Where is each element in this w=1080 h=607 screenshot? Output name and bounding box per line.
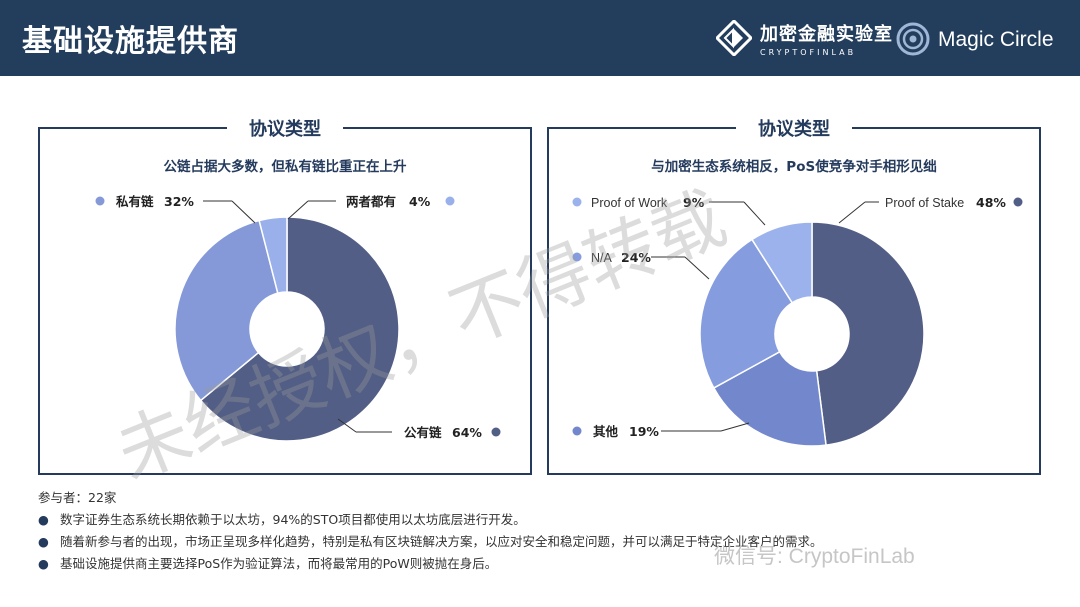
- pie-slice-私有链: [174, 219, 279, 402]
- legend-proof-of-stake: Proof of Stake 48%: [838, 195, 1023, 224]
- pie-slice-其他: [712, 350, 827, 447]
- footer-bullet-text: 随着新参与者的出现，市场正呈现多样化趋势，特别是私有区块链解决方案，以应对安全和…: [60, 534, 823, 549]
- legend-both: 两者都有 4%: [287, 194, 455, 220]
- pie-slice-proof-of-work: [750, 221, 813, 304]
- footer-bullet-2: ● 随着新参与者的出现，市场正呈现多样化趋势，特别是私有区块链解决方案，以应对安全…: [38, 531, 1038, 553]
- legend-value: 64%: [452, 425, 482, 440]
- cryptofinlab-logo-icon: [716, 20, 752, 56]
- legend-value: 24%: [621, 250, 651, 265]
- legend-dot: [95, 196, 105, 206]
- footer-bullet-3: ● 基础设施提供商主要选择PoS作为验证算法，而将最常用的PoW则被抛在身后。: [38, 553, 1038, 575]
- pie-slice-na: [699, 238, 794, 389]
- legend-value: 9%: [683, 195, 705, 210]
- participants-count: 参与者：22家: [38, 490, 117, 505]
- legend-value: 19%: [629, 424, 659, 439]
- pie-slice-公有链: [199, 216, 400, 442]
- legend-label: 公有链: [404, 425, 442, 440]
- legend-other: 其他 19%: [572, 422, 750, 439]
- pie-slice-proof-of-stake: [811, 221, 925, 446]
- bullet-icon: ●: [38, 534, 49, 549]
- legend-label: 两者都有: [346, 194, 396, 209]
- bullet-icon: ●: [38, 556, 49, 571]
- bullet-icon: ●: [38, 512, 49, 527]
- chart-title-left: 协议类型: [227, 115, 343, 141]
- legend-value: 32%: [164, 194, 194, 209]
- footer-notes: 参与者：22家 ● 数字证券生态系统长期依赖于以太坊，94%的STO项目都使用以太…: [38, 487, 1038, 575]
- footer-bullet-text: 基础设施提供商主要选择PoS作为验证算法，而将最常用的PoW则被抛在身后。: [60, 556, 498, 571]
- legend-label: N/A: [591, 251, 613, 265]
- cryptofinlab-logo-text: 加密金融实验室 CRYPTOFINLAB: [760, 20, 893, 57]
- donut-chart-right: Proof of Work 9% Proof of Stake 48% N/A …: [572, 195, 1023, 447]
- legend-value: 4%: [409, 194, 431, 209]
- legend-label: 其他: [593, 424, 619, 439]
- chart-subtitle-right: 与加密生态系统相反，PoS使竞争对手相形见绌: [651, 159, 937, 175]
- legend-label: 私有链: [115, 194, 154, 209]
- logo-name-cn: 加密金融实验室: [760, 24, 893, 45]
- legend-dot: [445, 196, 455, 206]
- donut-chart-left: 私有链 32% 两者都有 4% 公有链 64%: [95, 194, 501, 442]
- footer-bullet-1: ● 数字证券生态系统长期依赖于以太坊，94%的STO项目都使用以太坊底层进行开发。: [38, 509, 1038, 531]
- header-bar: 基础设施提供商 加密金融实验室 CRYPTOFINLAB Magic Circl…: [0, 0, 1080, 76]
- legend-private-chain: 私有链 32%: [95, 194, 256, 224]
- legend-na: N/A 24%: [572, 250, 710, 280]
- legend-dot: [572, 252, 582, 262]
- legend-label: Proof of Work: [591, 196, 668, 210]
- chart-panel-right: 协议类型 与加密生态系统相反，PoS使竞争对手相形见绌 Proof of Wor…: [547, 115, 1041, 475]
- legend-proof-of-work: Proof of Work 9%: [572, 195, 766, 226]
- legend-dot: [572, 426, 582, 436]
- logo-name-en: CRYPTOFINLAB: [760, 48, 857, 57]
- magic-circle-logo-icon: [896, 22, 930, 56]
- legend-public-chain: 公有链 64%: [337, 418, 501, 440]
- pie-slice-两者都有: [258, 216, 288, 295]
- legend-dot: [572, 197, 582, 207]
- magic-circle-logo-text: Magic Circle: [938, 28, 1054, 51]
- wechat-watermark: 微信号: CryptoFinLab: [714, 545, 915, 568]
- chart-panel-left: 协议类型 公链占据大多数，但私有链比重正在上升 私有链 32% 两者都有 4% …: [38, 115, 532, 475]
- footer-bullet-text: 数字证券生态系统长期依赖于以太坊，94%的STO项目都使用以太坊底层进行开发。: [60, 512, 526, 527]
- legend-value: 48%: [976, 195, 1006, 210]
- legend-dot: [491, 427, 501, 437]
- chart-title-right: 协议类型: [736, 115, 852, 141]
- chart-subtitle-left: 公链占据大多数，但私有链比重正在上升: [163, 159, 407, 175]
- legend-dot: [1013, 197, 1023, 207]
- page-title: 基础设施提供商: [22, 24, 239, 59]
- legend-label: Proof of Stake: [885, 196, 964, 210]
